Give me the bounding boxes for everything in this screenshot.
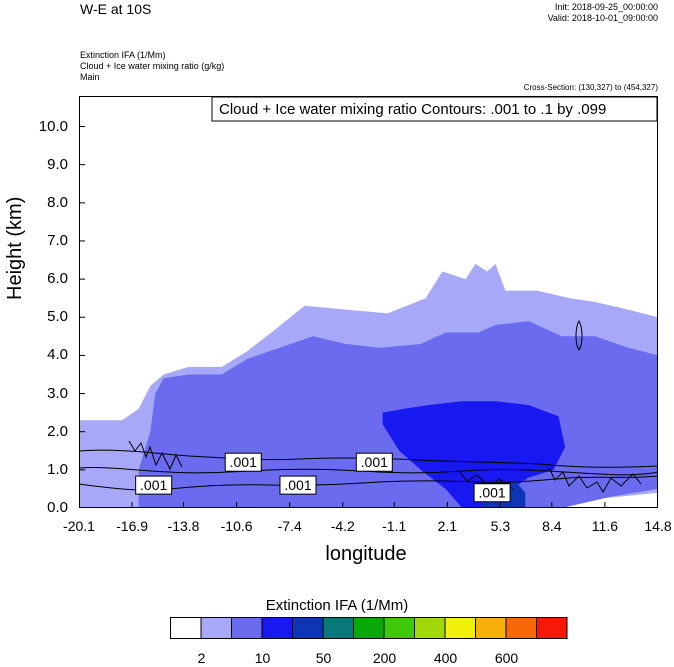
contour-label: .001 (279, 475, 317, 495)
colorbar-swatch (505, 617, 537, 639)
field-label-mixing-ratio: Cloud + Ice water mixing ratio (g/kg) (80, 61, 225, 71)
x-tick-label: -10.6 (220, 518, 253, 534)
y-tick-label: 2.0 (47, 422, 68, 440)
y-tick-label: 6.0 (47, 270, 68, 288)
colorbar (170, 617, 568, 639)
y-tick-label: 9.0 (47, 155, 68, 173)
colorbar-swatch (536, 617, 568, 639)
y-tick-label: 0.0 (47, 499, 68, 516)
colorbar-label: 10 (254, 650, 271, 666)
colorbar-swatch (231, 617, 263, 639)
y-tick-label: 8.0 (47, 193, 68, 211)
contour-label: .001 (135, 475, 173, 495)
colorbar-label: 50 (315, 650, 332, 666)
colorbar-swatch (353, 617, 385, 639)
colorbar-swatch (475, 617, 507, 639)
plot-area: .001 .001 .001 .001 .001 Cloud + Ice water m… (79, 96, 658, 508)
colorbar-swatch (292, 617, 324, 639)
contour-annotation-box: Cloud + Ice water mixing ratio Contours:… (211, 96, 658, 122)
contour-labels: .001 .001 .001 .001 .001 (135, 452, 511, 503)
y-axis-label: Height (km) (4, 196, 26, 300)
colorbar-label: 200 (372, 650, 397, 666)
contour-label-text: .001 (478, 485, 505, 501)
y-tick-label: 4.0 (47, 346, 68, 364)
x-tick-label: -4.2 (330, 518, 355, 534)
contour-label-text: .001 (361, 454, 388, 470)
colorbar-swatch (414, 617, 446, 639)
x-tick-label: -16.9 (116, 518, 149, 534)
colorbar-swatch (261, 617, 293, 639)
colorbar-swatch (444, 617, 476, 639)
x-axis-label: longitude (325, 543, 407, 565)
contour-annotation-text: Cloud + Ice water mixing ratio Contours:… (219, 101, 606, 118)
x-tick-label: 5.3 (490, 518, 511, 534)
x-tick-label: 14.8 (644, 518, 672, 534)
colorbar-swatch (170, 617, 202, 639)
y-tick-label: 10.0 (38, 117, 68, 135)
legend-title: Extinction IFA (1/Mm) (265, 597, 409, 614)
x-tick-label: -1.1 (382, 518, 407, 534)
contour-label-text: .001 (140, 477, 167, 493)
x-tick-label: -20.1 (63, 518, 95, 534)
contour-label: .001 (473, 483, 511, 503)
x-tick-label: -7.4 (277, 518, 302, 534)
contour-line (128, 440, 642, 493)
colorbar-swatch (200, 617, 232, 639)
colorbar-swatch (383, 617, 415, 639)
x-tick-label: 11.6 (591, 518, 619, 534)
contour-label: .001 (355, 452, 393, 472)
contour-label-text: .001 (284, 477, 311, 493)
colorbar-label: 2 (197, 650, 206, 666)
field-label-extinction: Extinction IFA (1/Mm) (80, 50, 166, 60)
init-time: Init: 2018-09-25_00:00:00 (554, 2, 658, 12)
y-tick-label: 1.0 (47, 460, 68, 478)
contour-line (575, 319, 583, 351)
tick-marks (79, 126, 658, 508)
y-tick-label: 3.0 (47, 384, 68, 402)
colorbar-swatch (322, 617, 354, 639)
y-tick-label: 5.0 (47, 308, 68, 326)
cross-section-label: Cross-Section: (130,327) to (454,327) (523, 83, 658, 92)
field-label-main: Main (80, 72, 100, 82)
x-tick-label: -13.8 (167, 518, 200, 534)
y-tick-label: 7.0 (47, 231, 68, 249)
contour-line (79, 467, 658, 476)
x-tick-label: 8.4 (542, 518, 562, 534)
valid-time: Valid: 2018-10-01_09:00:00 (547, 13, 658, 23)
x-tick-label: 2.1 (437, 518, 458, 534)
chart-title: W-E at 10S (80, 1, 152, 17)
colorbar-label: 600 (494, 650, 519, 666)
contour-label-text: .001 (230, 454, 257, 470)
colorbar-label: 400 (433, 650, 458, 666)
contour-label: .001 (224, 452, 262, 472)
shading-layers (79, 263, 658, 508)
